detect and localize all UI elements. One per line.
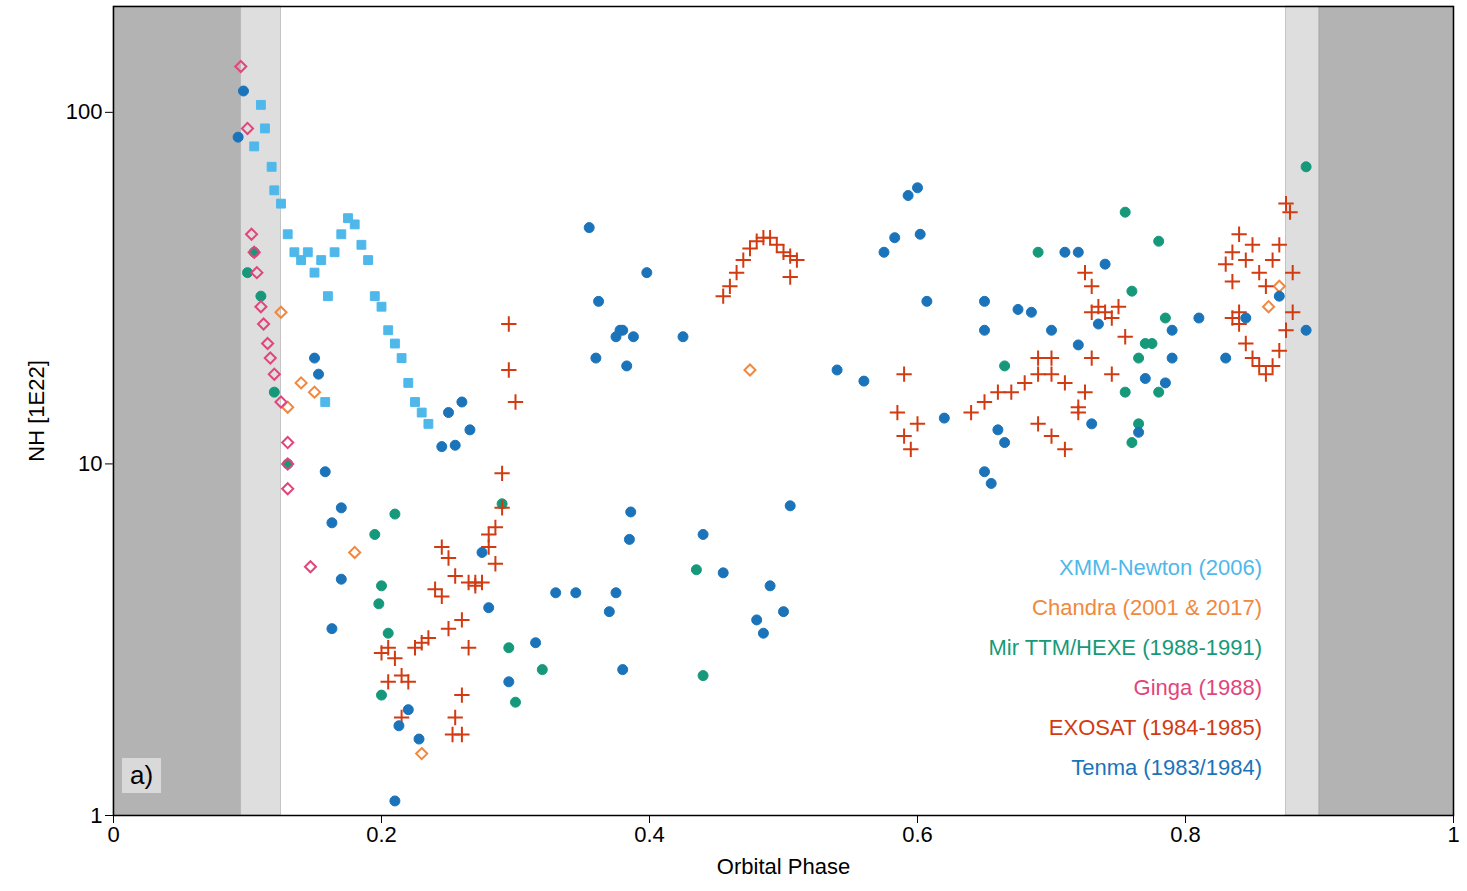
html-text:a): a) — [130, 760, 154, 790]
svg-text:0.2: 0.2 — [366, 822, 397, 847]
svg-text:0.4: 0.4 — [634, 822, 665, 847]
svg-text:0.6: 0.6 — [902, 822, 933, 847]
html-text:EXOSAT (1984-1985): EXOSAT (1984-1985) — [1048, 715, 1262, 740]
html-text:Ginga (1988): Ginga (1988) — [1133, 675, 1262, 700]
svg-text:0: 0 — [107, 822, 119, 847]
svg-text:0.8: 0.8 — [1170, 822, 1201, 847]
svg-text:10: 10 — [78, 451, 102, 476]
svg-text:100: 100 — [66, 99, 103, 124]
html-text:XMM-Newton (2006): XMM-Newton (2006) — [1059, 555, 1262, 580]
html-text:Chandra (2001 & 2017): Chandra (2001 & 2017) — [1032, 595, 1262, 620]
svg-text:Orbital Phase: Orbital Phase — [717, 854, 850, 879]
svg-text:1: 1 — [1447, 822, 1459, 847]
html-text:Tenma (1983/1984): Tenma (1983/1984) — [1071, 755, 1262, 780]
svg-text:1: 1 — [90, 803, 102, 828]
svg-text:NH [1E22]: NH [1E22] — [24, 360, 49, 462]
html-text:Mir TTM/HEXE (1988-1991): Mir TTM/HEXE (1988-1991) — [988, 635, 1262, 660]
